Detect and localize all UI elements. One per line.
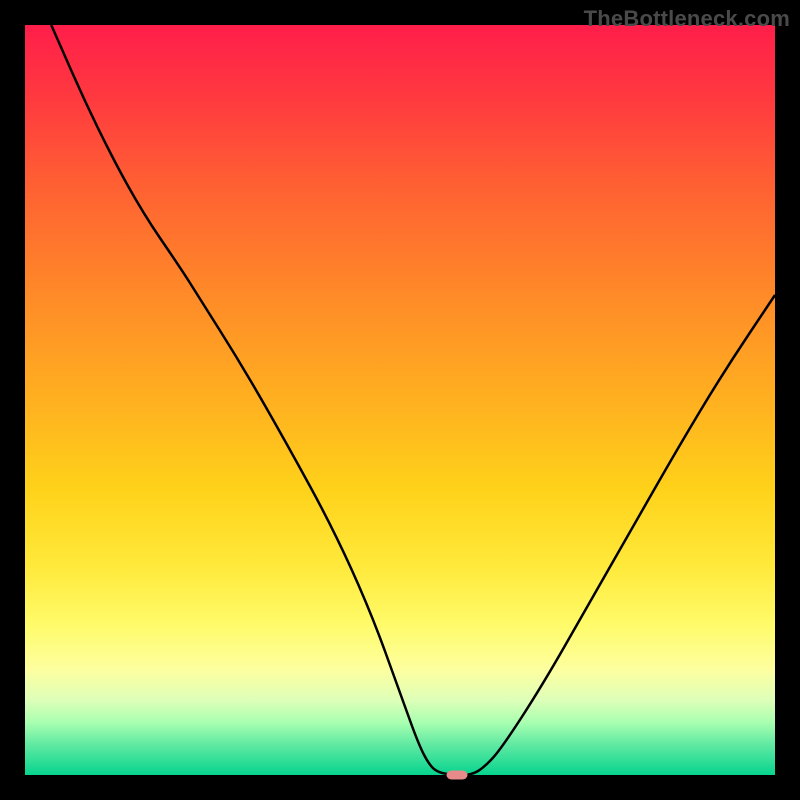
optimal-point-marker: [447, 771, 468, 780]
bottleneck-chart: [0, 0, 800, 800]
chart-container: TheBottleneck.com: [0, 0, 800, 800]
plot-background: [25, 25, 775, 775]
